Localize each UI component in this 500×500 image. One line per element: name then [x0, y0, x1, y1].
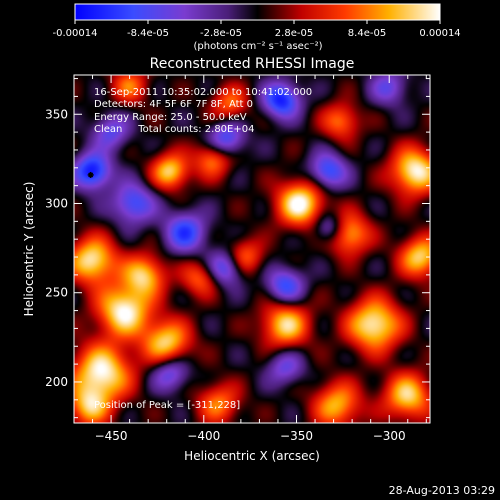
marker-stroke	[88, 172, 94, 178]
colorbar-tick-label: 2.8e-05	[275, 28, 313, 39]
colorbar-tick-label: 0.00014	[419, 28, 460, 39]
y-tick-label: 250	[45, 286, 68, 300]
colorbar-tick-label: -8.4e-05	[127, 28, 169, 39]
chart-title: Reconstructed RHESSI Image	[150, 56, 355, 72]
y-tick-label: 200	[45, 375, 68, 389]
heatmap-image	[74, 75, 430, 423]
x-tick-label: −400	[187, 429, 220, 443]
colorbar-tick-label: -0.00014	[53, 28, 98, 39]
annotation-time-range: 16-Sep-2011 10:35:02.000 to 10:41:02.000	[94, 87, 312, 98]
colorbar-tick-label: 8.4e-05	[348, 28, 386, 39]
colorbar-unit-label: (photons cm⁻² s⁻¹ asec⁻²)	[193, 41, 322, 52]
x-tick-label: −450	[95, 429, 128, 443]
peak-position-label: Position of Peak = [-311,228]	[94, 400, 240, 411]
peak-marker-icon	[87, 171, 94, 178]
annotation-detectors: Detectors: 4F 5F 6F 7F 8F, Att 0	[94, 99, 253, 110]
plot-frame	[73, 74, 431, 424]
colorbar-ticks: -0.00014 -8.4e-05 -2.8e-05 2.8e-05 8.4e-05 0.…	[53, 20, 461, 39]
colorbar-tick-label: -2.8e-05	[200, 28, 242, 39]
footer-timestamp: 28-Aug-2013 03:29	[389, 484, 495, 497]
x-tick-label: −350	[280, 429, 313, 443]
annotation-energy-range: Energy Range: 25.0 - 50.0 keV	[94, 112, 247, 123]
y-axis-label: Heliocentric Y (arcsec)	[22, 182, 36, 317]
axis-ticks: −450 −400 −350 −300 200 250 300 350	[45, 75, 430, 443]
y-tick-label: 300	[45, 196, 68, 210]
x-axis-label: Heliocentric X (arcsec)	[184, 449, 320, 463]
y-tick-label: 350	[45, 107, 68, 121]
annotation-clean-counts: Clean Total counts: 2.80E+04	[94, 124, 254, 135]
colorbar	[74, 3, 441, 21]
x-tick-label: −300	[373, 429, 406, 443]
